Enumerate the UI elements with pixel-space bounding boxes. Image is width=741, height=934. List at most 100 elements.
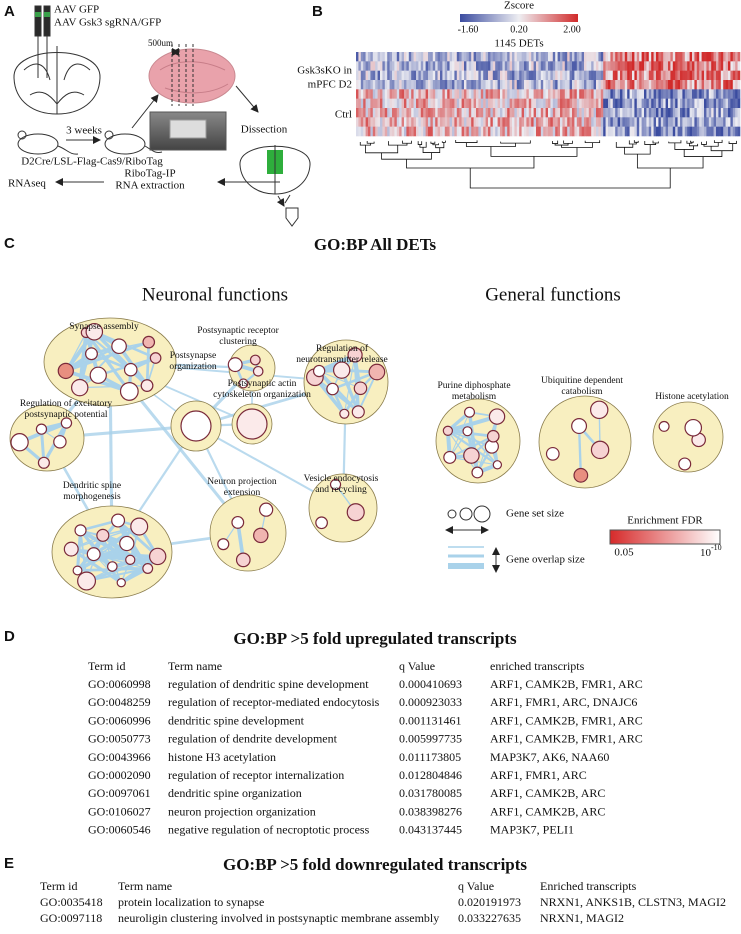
heatmap-cell xyxy=(423,61,426,71)
node-link xyxy=(449,435,494,459)
heatmap-cell xyxy=(396,80,400,90)
node-link xyxy=(71,548,158,558)
heatmap-cell xyxy=(562,108,566,118)
mouse-tail xyxy=(144,145,163,153)
heatmap-cell xyxy=(408,80,412,90)
heatmap-cell xyxy=(413,89,417,99)
table-title: GO:BP >5 fold downregulated transcripts xyxy=(223,855,527,874)
heatmap-cell xyxy=(488,117,491,127)
heatmap-cell xyxy=(728,52,731,62)
node xyxy=(96,528,110,542)
heatmap-cell xyxy=(593,108,597,118)
heatmap-cell xyxy=(620,117,623,127)
heatmap-cell xyxy=(495,80,498,90)
node xyxy=(312,364,326,378)
heatmap-cell xyxy=(461,126,465,137)
heatmap-cell xyxy=(377,80,381,90)
heatmap-cell xyxy=(711,52,714,62)
heatmap-cell xyxy=(600,70,604,81)
heatmap-cell xyxy=(716,89,719,99)
heatmap-cell xyxy=(555,117,558,127)
heatmap-cell xyxy=(514,89,518,99)
heatmap-cell xyxy=(675,52,678,62)
heatmap-cell xyxy=(512,89,515,99)
heatmap-cell xyxy=(497,108,501,118)
heatmap-cell xyxy=(639,52,642,62)
heatmap-cell xyxy=(718,80,722,90)
heatmap-cell xyxy=(617,89,621,99)
heatmap-cell xyxy=(672,117,676,127)
dendrogram-link xyxy=(490,146,578,157)
heatmap-cell xyxy=(442,117,446,127)
dendrogram-link xyxy=(689,143,699,147)
heatmap-cell xyxy=(533,126,537,137)
heatmap-cell xyxy=(449,61,453,71)
heatmap-cell xyxy=(680,61,683,71)
cluster-label: and recycling xyxy=(315,485,367,495)
heatmap-cell xyxy=(694,98,698,109)
arrow xyxy=(235,85,259,113)
heatmap-cell xyxy=(363,80,366,90)
heatmap-cell xyxy=(461,89,465,99)
heatmap-cell xyxy=(634,126,638,137)
heatmap-cell xyxy=(461,52,465,62)
heatmap-cell xyxy=(732,126,736,137)
heatmap-cell xyxy=(716,70,719,81)
heatmap-cell xyxy=(411,126,414,137)
heatmap-cell xyxy=(396,98,400,109)
heatmap-cell xyxy=(603,70,606,81)
cluster-label: Regulation of excitatory xyxy=(20,398,113,409)
heatmap-cell xyxy=(735,61,738,71)
heatmap-cell xyxy=(425,89,429,99)
heatmap-cell xyxy=(468,80,472,90)
heatmap-cell xyxy=(459,117,462,127)
heatmap-cell xyxy=(485,70,489,81)
heatmap-cell xyxy=(725,108,729,118)
heatmap-cell xyxy=(392,108,395,118)
node xyxy=(111,338,127,355)
heatmap-cell xyxy=(704,61,707,71)
heatmap-cell xyxy=(447,126,450,137)
heatmap-cell xyxy=(629,98,633,109)
heatmap-cell xyxy=(358,117,362,127)
cluster-label: Vesicle endocytosis xyxy=(304,474,379,484)
node xyxy=(217,538,230,551)
node xyxy=(238,378,249,389)
heatmap-cell xyxy=(516,70,520,81)
heatmap-cell xyxy=(365,117,369,127)
heatmap-cell xyxy=(581,61,585,71)
heatmap-cell xyxy=(567,61,570,71)
heatmap-cell xyxy=(490,52,494,62)
table-cell: 0.031780085 xyxy=(399,786,462,800)
heatmap-cell xyxy=(375,117,378,127)
heatmap-cell xyxy=(540,108,544,118)
heatmap-cell xyxy=(368,117,371,127)
heatmap-cell xyxy=(663,117,666,127)
heatmap-cell xyxy=(677,52,681,62)
heatmap-cell xyxy=(440,70,443,81)
heatmap-cell xyxy=(488,98,491,109)
node xyxy=(235,552,251,568)
tube xyxy=(285,207,299,227)
heatmap-cell xyxy=(449,98,453,109)
heatmap-cell xyxy=(454,70,458,81)
heatmap-cell xyxy=(399,126,402,137)
heatmap-cell xyxy=(536,108,539,118)
heatmap-cell xyxy=(420,89,424,99)
cluster-label: Neuron projection xyxy=(207,477,277,487)
heatmap-cell xyxy=(644,108,647,118)
heatmap-cell xyxy=(389,61,393,71)
heatmap-cell xyxy=(708,117,712,127)
heatmap-cell xyxy=(593,126,597,137)
heatmap-cell xyxy=(416,80,419,90)
heatmap-cell xyxy=(728,70,731,81)
heatmap-cell xyxy=(375,89,378,99)
heatmap-cell xyxy=(476,70,479,81)
heatmap-cell xyxy=(459,61,462,71)
heatmap-cell xyxy=(704,98,707,109)
heatmap-cell xyxy=(564,52,568,62)
heatmap-cell xyxy=(497,89,501,99)
heatmap-cell xyxy=(507,89,510,99)
heatmap-cell xyxy=(550,98,554,109)
dendrogram-link xyxy=(430,141,436,144)
